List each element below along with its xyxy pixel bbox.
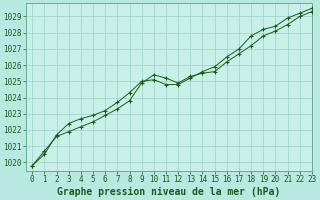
X-axis label: Graphe pression niveau de la mer (hPa): Graphe pression niveau de la mer (hPa) <box>57 186 281 197</box>
